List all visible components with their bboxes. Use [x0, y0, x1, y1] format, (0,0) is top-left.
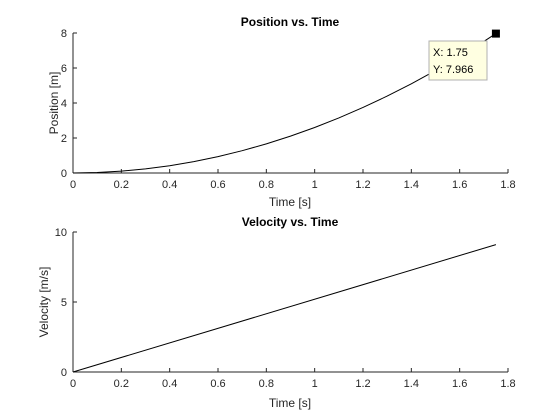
position-y-tick-label: 8 [61, 28, 67, 40]
velocity-y-tick-label: 10 [55, 227, 67, 239]
velocity-x-axis-label: Time [s] [269, 396, 311, 410]
datatip-marker[interactable] [491, 29, 500, 38]
velocity-x-tick-label: 0.2 [114, 378, 129, 390]
position-ticks: 0 0.2 0.4 0.6 0.8 1 1.2 1.4 1.6 1.8 0 2 4 6 8 [61, 28, 516, 191]
position-y-tick-label: 4 [61, 98, 67, 110]
position-datatip[interactable]: X: 1.75 Y: 7.966 [428, 29, 500, 81]
velocity-x-tick-label: 0.6 [210, 378, 225, 390]
velocity-y-tick-label: 0 [61, 367, 67, 379]
velocity-x-tick-label: 0.4 [162, 378, 177, 390]
velocity-x-tick-label: 0 [70, 378, 76, 390]
position-axes: Position vs. Time Time [s] Position [m] … [47, 15, 516, 209]
velocity-x-tick-label: 1.8 [500, 378, 515, 390]
velocity-ticks: 0 0.2 0.4 0.6 0.8 1 1.2 1.4 1.6 1.8 0 5 10 [55, 227, 516, 390]
position-y-axis-label: Position [m] [47, 72, 61, 135]
position-x-axis-label: Time [s] [269, 195, 311, 209]
position-y-tick-label: 6 [61, 63, 67, 75]
position-x-tick-label: 0 [70, 179, 76, 191]
velocity-x-tick-label: 1.2 [355, 378, 370, 390]
velocity-x-tick-label: 0.8 [259, 378, 274, 390]
datatip-y-text: Y: 7.966 [433, 64, 473, 76]
velocity-series-line [72, 244, 497, 373]
position-y-tick-label: 0 [61, 168, 67, 180]
velocity-chart-title: Velocity vs. Time [242, 215, 339, 229]
velocity-y-axis-label: Velocity [m/s] [37, 267, 51, 338]
velocity-x-tick-label: 1 [312, 378, 318, 390]
position-x-tick-label: 0.2 [114, 179, 129, 191]
position-x-tick-label: 1.4 [404, 179, 419, 191]
position-x-tick-label: 1.8 [500, 179, 515, 191]
position-x-tick-label: 1 [312, 179, 318, 191]
position-x-tick-label: 0.8 [259, 179, 274, 191]
velocity-y-tick-label: 5 [61, 297, 67, 309]
velocity-axes: Velocity vs. Time Time [s] Velocity [m/s… [37, 215, 516, 410]
velocity-x-tick-label: 1.4 [404, 378, 419, 390]
position-y-tick-label: 2 [61, 133, 67, 145]
position-x-tick-label: 0.6 [210, 179, 225, 191]
position-x-tick-label: 1.6 [452, 179, 467, 191]
position-x-tick-label: 1.2 [355, 179, 370, 191]
datatip-box [428, 40, 488, 81]
velocity-x-tick-label: 1.6 [452, 378, 467, 390]
datatip-x-text: X: 1.75 [433, 47, 468, 59]
position-chart-title: Position vs. Time [241, 15, 340, 29]
position-x-tick-label: 0.4 [162, 179, 177, 191]
